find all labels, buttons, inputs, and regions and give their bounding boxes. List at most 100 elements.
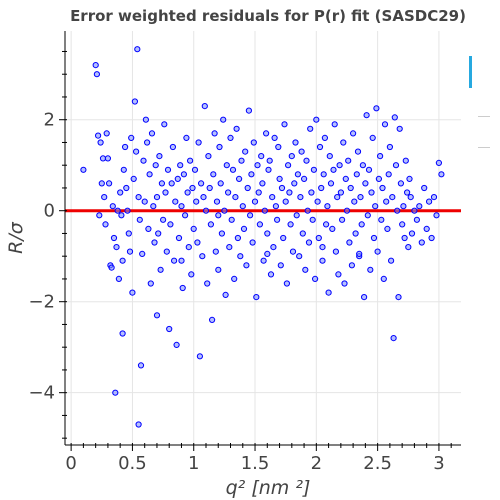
data-point [352, 199, 357, 204]
data-point [268, 272, 273, 277]
data-point [113, 390, 118, 395]
data-point [229, 217, 234, 222]
data-point [286, 163, 291, 168]
data-point [324, 222, 329, 227]
data-point [132, 99, 137, 104]
data-point [289, 154, 294, 159]
data-point [378, 154, 383, 159]
data-point [206, 154, 211, 159]
data-point [355, 149, 360, 154]
data-point [153, 163, 158, 168]
data-point [255, 163, 260, 168]
data-point [259, 154, 264, 159]
data-point [340, 217, 345, 222]
data-point [96, 133, 101, 138]
data-point [200, 254, 205, 259]
data-point [167, 326, 172, 331]
data-point [194, 199, 199, 204]
data-point [109, 265, 114, 270]
data-point [148, 281, 153, 286]
data-point [414, 217, 419, 222]
data-point [310, 217, 315, 222]
data-point [154, 195, 159, 200]
data-point [265, 251, 270, 256]
data-point [427, 199, 432, 204]
data-point [322, 135, 327, 140]
data-point [240, 204, 245, 209]
data-point [266, 167, 271, 172]
y-tick-label: 0 [44, 201, 55, 222]
data-point [391, 336, 396, 341]
data-point [186, 245, 191, 250]
data-point [333, 249, 338, 254]
data-point [114, 245, 119, 250]
data-point [180, 285, 185, 290]
data-point [234, 126, 239, 131]
data-point [298, 195, 303, 200]
data-point [314, 117, 319, 122]
data-point [141, 158, 146, 163]
data-point [360, 163, 365, 168]
data-point [138, 363, 143, 368]
data-point [250, 240, 255, 245]
data-point [389, 258, 394, 263]
data-point [397, 126, 402, 131]
data-point [288, 222, 293, 227]
data-point [212, 131, 217, 136]
data-point [364, 113, 369, 118]
data-point [311, 167, 316, 172]
x-tick-label: 0 [65, 453, 76, 474]
data-point [362, 295, 367, 300]
data-point [403, 158, 408, 163]
data-point [275, 217, 280, 222]
data-point [217, 144, 222, 149]
data-point [358, 195, 363, 200]
data-point [223, 292, 228, 297]
data-point [315, 199, 320, 204]
data-point [197, 354, 202, 359]
data-point [137, 217, 142, 222]
data-point [382, 122, 387, 127]
data-point [326, 290, 331, 295]
y-tick-label: 2 [44, 110, 55, 131]
data-point [136, 195, 141, 200]
data-point [169, 181, 174, 186]
data-point [335, 195, 340, 200]
data-point [348, 185, 353, 190]
data-point [328, 181, 333, 186]
data-point [379, 217, 384, 222]
data-point [375, 249, 380, 254]
x-axis: 0 0.5 1 1.5 2 2.5 3 [65, 443, 461, 474]
data-point [346, 158, 351, 163]
toolbar-divider [478, 116, 490, 117]
data-point [183, 213, 188, 218]
data-point [196, 140, 201, 145]
data-point [226, 190, 231, 195]
x-tick-label: 2 [311, 453, 322, 474]
data-point [149, 131, 154, 136]
data-point [393, 163, 398, 168]
data-point [385, 226, 390, 231]
data-point [267, 158, 272, 163]
data-point [199, 181, 204, 186]
data-point [97, 213, 102, 218]
data-point [281, 235, 286, 240]
data-point [270, 195, 275, 200]
x-tick-label: 1.5 [241, 453, 270, 474]
data-point [102, 195, 107, 200]
data-point [127, 249, 132, 254]
data-point [146, 226, 151, 231]
data-point [417, 204, 422, 209]
y-axis: −4 −2 0 2 [28, 31, 67, 445]
data-point [254, 295, 259, 300]
data-point [293, 140, 298, 145]
data-point [121, 167, 126, 172]
data-point [173, 199, 178, 204]
data-point [222, 208, 227, 213]
data-point [116, 276, 121, 281]
data-point [299, 149, 304, 154]
data-point [103, 222, 108, 227]
toolbar-active-indicator[interactable] [469, 56, 472, 88]
data-point [429, 235, 434, 240]
toolbar-divider [478, 147, 490, 148]
